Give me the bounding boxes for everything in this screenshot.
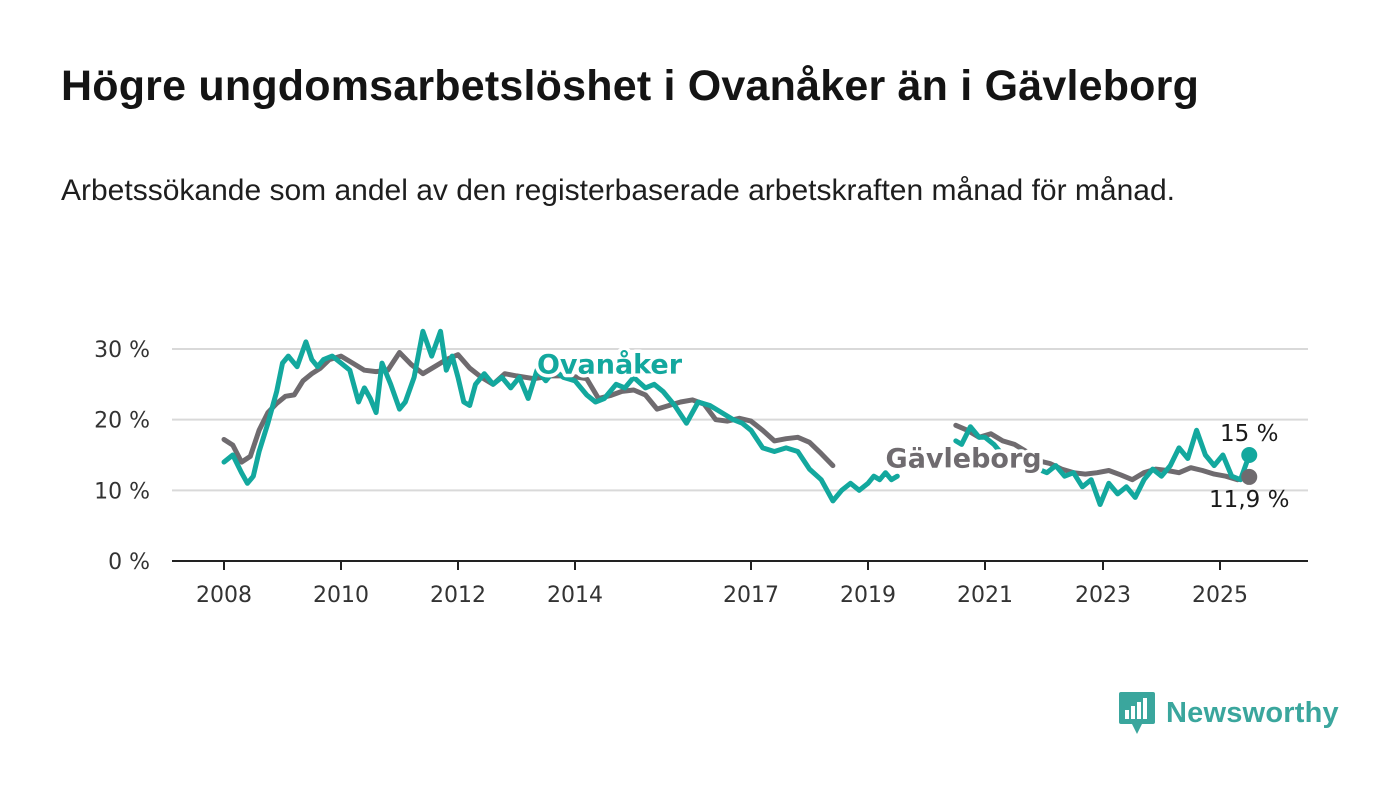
- series-line: [953, 424, 1252, 507]
- x-tick-label: 2012: [430, 583, 486, 608]
- ovanaker-end-point: [1241, 447, 1258, 463]
- ovanaker-end-label: 15 %: [1220, 421, 1278, 447]
- series-label-halo: Gävleborg: [886, 444, 1042, 475]
- series-line: [221, 350, 836, 469]
- y-tick-label: 0 %: [108, 550, 150, 575]
- x-tick-label: 2008: [196, 583, 252, 608]
- series-line: [953, 422, 1252, 483]
- x-tick-label: 2025: [1192, 583, 1248, 608]
- chart-subtitle: Arbetssökande som andel av den registerb…: [61, 174, 1175, 207]
- newsworthy-logo-text: Newsworthy: [1166, 696, 1339, 729]
- x-tick-label: 2019: [840, 583, 896, 608]
- y-tick-label: 30 %: [94, 338, 150, 363]
- newsworthy-logo: Newsworthy: [1118, 690, 1339, 736]
- y-tick-label: 20 %: [94, 409, 150, 434]
- x-tick-label: 2023: [1075, 583, 1131, 608]
- x-tick-label: 2017: [723, 583, 779, 608]
- y-tick-label: 10 %: [94, 479, 150, 504]
- x-tick-label: 2021: [957, 583, 1013, 608]
- series-label-halo: Ovanåker: [537, 349, 683, 381]
- series-label: Gävleborg: [886, 444, 1042, 475]
- x-tick-label: 2014: [547, 583, 603, 608]
- chart-title: Högre ungdomsarbetslöshet i Ovanåker än …: [61, 62, 1200, 110]
- newsworthy-chart-icon: [1119, 692, 1155, 734]
- series-label: Ovanåker: [537, 349, 683, 381]
- gavleborg-end-label: 11,9 %: [1209, 487, 1289, 513]
- gavleborg-end-point: [1241, 468, 1258, 485]
- x-tick-label: 2010: [313, 583, 369, 608]
- series-line: [221, 328, 900, 504]
